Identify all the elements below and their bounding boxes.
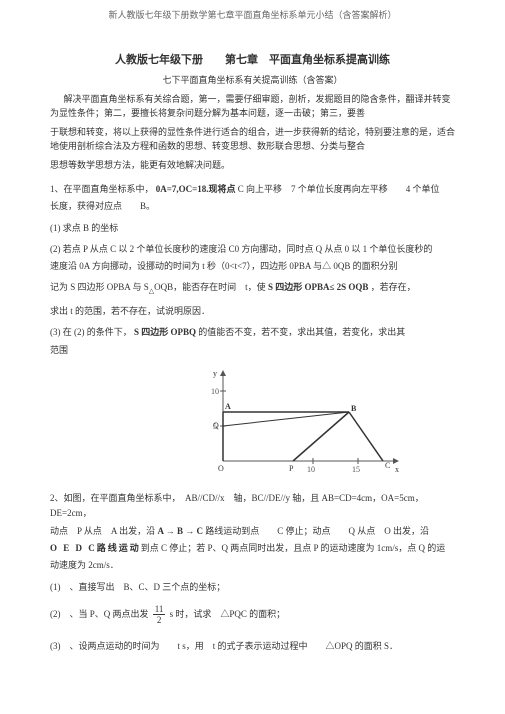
doc-subtitle: 七下平面直角坐标系有关提高训练（含答案）	[50, 73, 455, 86]
intro-p1: 解决平面直角坐标系有关综合题，第一，需要仔细审题，剖析，发掘题目的隐含条件，翻译…	[50, 92, 455, 121]
q2-l4: 动速度为 2cm/s．	[50, 558, 455, 573]
xtick-10: 10	[307, 465, 315, 474]
q2-l2a: 动点 P 从点 A 出发，沿	[50, 526, 155, 536]
q2-l3a: O E D C路线运动	[50, 543, 141, 553]
ytick-10: 10	[211, 387, 219, 396]
q1-s3: (3) 在 (2) 的条件下， S 四边形 OPBQ 的值能否不变，若不变，求出…	[50, 325, 455, 340]
q2-s3: (3) 、设两点运动的时间为 t s，用 t 的式子表示运动过程中 △OPQ 的…	[50, 639, 455, 654]
x-label: x	[395, 465, 399, 474]
c-label: C	[385, 461, 390, 470]
q1-s3b: S 四边形 OPBQ	[134, 327, 196, 337]
q2-l3: O E D C路线运动到点 C 停止；若 P、Q 两点同时出发，且点 P 的运动…	[50, 541, 455, 556]
q1-stem-c: C 向上平移 7 个单位长度再向左平移 4 个单位	[238, 184, 440, 194]
q2-s2: (2) 、当 P、Q 两点出发 11 2 s 时，试求 △PQC 的面积；	[50, 605, 455, 625]
q2-l3b: 到点 C 停止；若 P、Q 两点同时出发，且点 P 的运动速度为 1cm/s，点…	[141, 543, 445, 553]
q2-l2c: 路线运动到点 C 停止；动点 Q 从点 O 出发，沿	[205, 526, 429, 536]
page-header: 新人教版七年级下册数学第七章平面直角坐标系单元小结（含答案解析）	[50, 8, 455, 21]
o-label: O	[218, 464, 224, 473]
q1-s2c-b: OQB，能否存在时间 t，使	[154, 282, 266, 292]
frac-num: 11	[153, 605, 166, 615]
q2-l1: 2、如图，在平面直角坐标系中， AB//CD//x 轴，BC//DE//y 轴，…	[50, 491, 455, 522]
q-label: Q	[213, 421, 219, 430]
q1-s1: (1) 求点 B 的坐标	[50, 221, 455, 236]
doc-title: 人教版七年级下册 第七章 平面直角坐标系提高训练	[50, 51, 455, 67]
q1-s2c-a: 记为 S 四边形 OPBA 与 S	[50, 282, 149, 292]
q1-stem-d: 长度，获得对应点 B。	[50, 199, 455, 214]
q1-s3c: 的值能否不变，若不变，求出其值，若变化，求出其	[198, 327, 405, 337]
frac-den: 2	[153, 615, 166, 625]
q1-s2c: 记为 S 四边形 OPBA 与 S△OQB，能否存在时间 t，使 S 四边形 O…	[50, 280, 455, 298]
fraction-11-2: 11 2	[153, 605, 166, 625]
q1-s2d: 求出 t 的范围，若不存在，试说明原因．	[50, 304, 455, 319]
p-label: P	[289, 464, 294, 473]
q1-stem: 1、在平面直角坐标系中， 0A=7,OC=18.现将点 C 向上平移 7 个单位…	[50, 182, 455, 197]
q1-s2b: 速度沿 0A 方向挪动，设挪动的时间为 t 秒（0<t<7），四边形 0PBA …	[50, 259, 455, 274]
q2-s2b: s 时，试求 △PQC 的面积；	[170, 609, 286, 619]
q1-stem-b: 0A=7,OC=18.现将点	[156, 184, 236, 194]
q1-s3d: 范围	[50, 343, 455, 358]
xtick-15: 15	[352, 465, 360, 474]
b-label: B	[351, 404, 357, 413]
coordinate-chart: 10 5 10 15 y x O A B Q P C	[203, 366, 403, 476]
q1-s2c-d: ，若存在，	[371, 282, 416, 292]
q2-l2b: A → B → C	[157, 526, 203, 536]
q1-s2a: (2) 若点 P 从点 C 以 2 个单位长度秒的速度沿 C0 方向挪动，同时点…	[50, 242, 455, 257]
q1-stem-a: 1、在平面直角坐标系中，	[50, 184, 154, 194]
y-label: y	[213, 369, 217, 378]
q2-s2a: (2) 、当 P、Q 两点出发	[50, 609, 149, 619]
q2-l2: 动点 P 从点 A 出发，沿 A → B → C 路线运动到点 C 停止；动点 …	[50, 524, 455, 539]
q1-s2c-c: S 四边形 OPBA≤ 2S OQB	[268, 282, 368, 292]
intro-p2: 于联想和转变，将以上获得的显性条件进行适合的组合，进一步获得新的结论，特别要注意…	[50, 125, 455, 154]
chart-wrap: 10 5 10 15 y x O A B Q P C	[150, 366, 455, 481]
a-label: A	[225, 402, 231, 411]
q1-s3a: (3) 在 (2) 的条件下，	[50, 327, 132, 337]
q2-s1: (1) 、直接写出 B、C、D 三个点的坐标；	[50, 580, 455, 595]
intro-p3: 思想等数学思想方法，能更有效地解决问题。	[50, 158, 455, 172]
